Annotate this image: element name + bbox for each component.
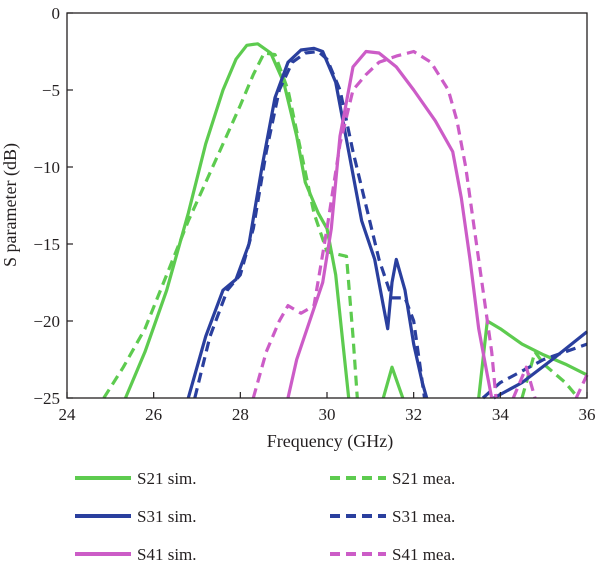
series-line-s41-sim bbox=[286, 49, 494, 399]
x-tick-label: 26 bbox=[145, 405, 162, 424]
series-line-s21-mea bbox=[520, 350, 580, 400]
y-tick-label: −15 bbox=[33, 235, 60, 254]
series-line-s31-sim bbox=[493, 330, 588, 400]
legend-label: S41 sim. bbox=[137, 545, 197, 563]
legend: S21 sim. S21 mea. S31 sim. S31 mea. S41 sim.… bbox=[75, 469, 455, 563]
legend-label: S21 mea. bbox=[392, 469, 455, 488]
series-line-s21-mea bbox=[102, 51, 359, 399]
series-line-s41-mea bbox=[574, 374, 589, 399]
series-line-s41-mea bbox=[511, 365, 537, 399]
x-tick-label: 32 bbox=[405, 405, 422, 424]
series-line-s21-sim bbox=[124, 42, 351, 399]
x-tick-label: 24 bbox=[59, 405, 77, 424]
x-tick-label: 36 bbox=[579, 405, 596, 424]
y-tick-label: 0 bbox=[52, 4, 61, 23]
series-line-s21-sim bbox=[381, 365, 405, 399]
y-tick-label: −25 bbox=[33, 389, 60, 408]
y-tick-label: −5 bbox=[42, 81, 60, 100]
series-layer bbox=[102, 42, 589, 400]
x-axis-title: Frequency (GHz) bbox=[267, 431, 393, 452]
x-tick-label: 30 bbox=[319, 405, 336, 424]
legend-label: S41 mea. bbox=[392, 545, 455, 563]
y-axis: 0 −5 −10 −15 −20 −25 bbox=[33, 4, 73, 408]
x-tick-label: 28 bbox=[232, 405, 249, 424]
series-line-s41-mea bbox=[251, 49, 498, 399]
legend-label: S31 mea. bbox=[392, 507, 455, 526]
legend-label: S21 sim. bbox=[137, 469, 197, 488]
y-axis-title: S parameter (dB) bbox=[0, 143, 21, 267]
series-line-s31-mea bbox=[193, 49, 427, 399]
y-tick-label: −20 bbox=[33, 312, 60, 331]
plot-frame bbox=[66, 12, 588, 399]
y-tick-label: −10 bbox=[33, 158, 60, 177]
legend-label: S31 sim. bbox=[137, 507, 197, 526]
series-line-s31-sim bbox=[186, 46, 429, 399]
x-tick-label: 34 bbox=[492, 405, 510, 424]
x-axis: 24 26 28 30 32 34 36 bbox=[59, 392, 596, 424]
